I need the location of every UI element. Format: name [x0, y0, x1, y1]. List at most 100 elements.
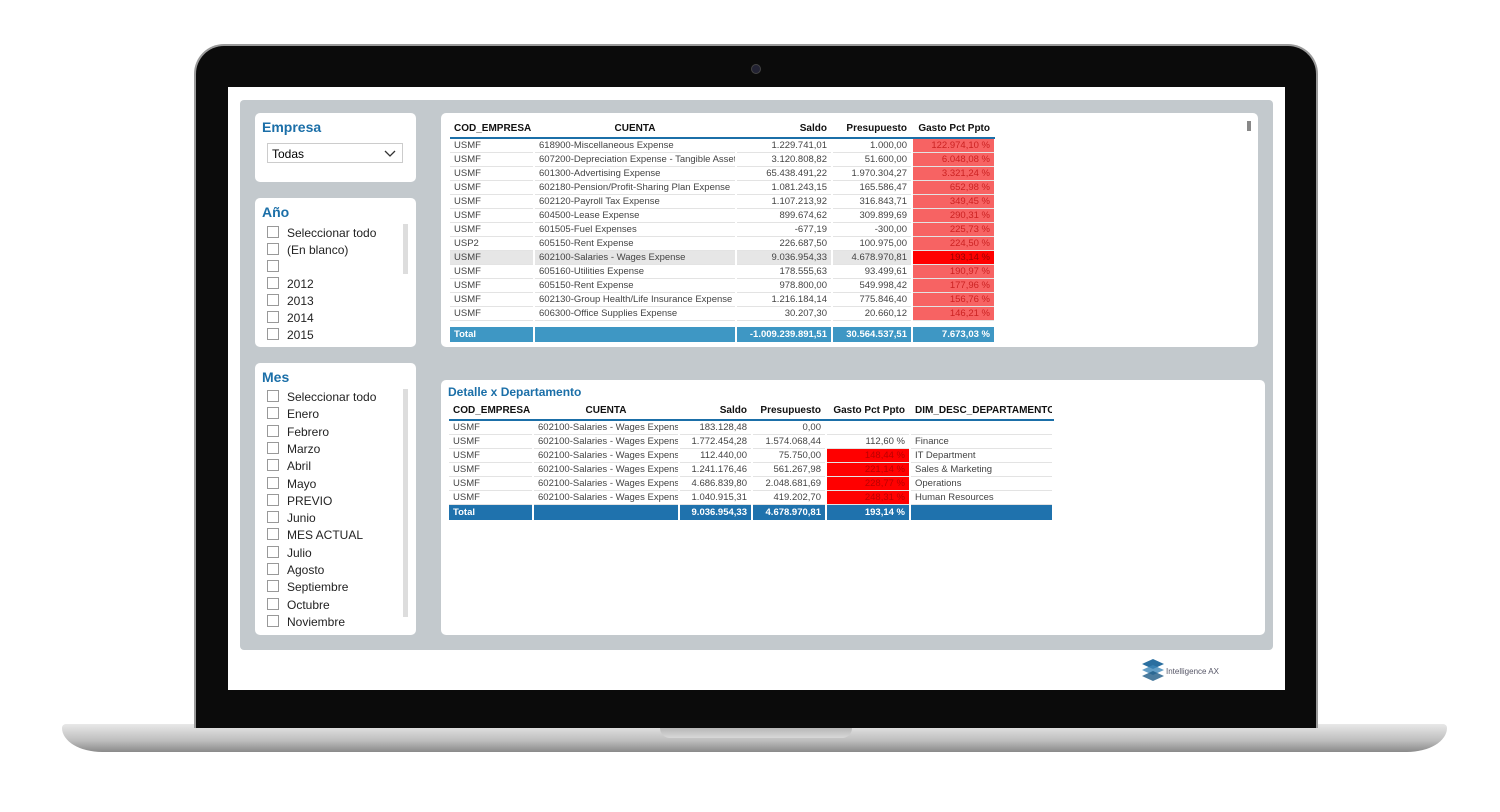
slicer-option[interactable]: Seleccionar todo	[267, 225, 376, 242]
checkbox[interactable]	[267, 277, 279, 289]
checkbox[interactable]	[267, 260, 279, 272]
slicer-option[interactable]: Marzo	[267, 441, 320, 458]
table-row[interactable]: USP2 605150-Rent Expense 226.687,50 100.975…	[450, 236, 995, 251]
column-header[interactable]: DIM_DESC_DEPARTAMENTO	[910, 401, 1054, 421]
checkbox[interactable]	[267, 226, 279, 238]
column-header[interactable]: Presupuesto	[752, 401, 827, 421]
table-cell: USP2	[450, 236, 535, 251]
slicer-option[interactable]: (En blanco)	[267, 242, 348, 259]
slicer-option[interactable]: 2014	[267, 310, 314, 327]
total-cell: 193,14 %	[826, 504, 911, 520]
table-cell: 228,77 %	[826, 476, 911, 491]
column-header[interactable]: Saldo	[679, 401, 753, 421]
checkbox[interactable]	[267, 311, 279, 323]
checkbox[interactable]	[267, 528, 279, 541]
table-cell: 3.120.808,82	[736, 152, 833, 167]
chevron	[384, 150, 396, 157]
total-body: Total -1.009.239.891,51 30.564.537,51 7.673…	[450, 327, 996, 342]
checkbox[interactable]	[267, 563, 279, 575]
column-header[interactable]: Gasto Pct Ppto	[826, 401, 911, 421]
checkbox[interactable]	[267, 424, 279, 437]
table-row[interactable]: USMF 602130-Group Health/Life Insurance E…	[450, 292, 995, 307]
column-header[interactable]: CUENTA	[534, 119, 737, 139]
slicer-option[interactable]: 2013	[267, 293, 314, 310]
slicer-option[interactable]: Noviembre	[267, 614, 345, 631]
scrollbar[interactable]	[403, 224, 408, 274]
slicer-option[interactable]: Enero	[267, 406, 319, 423]
checkbox[interactable]	[267, 545, 279, 558]
slicer-option[interactable]: 2012	[267, 276, 314, 293]
table-row[interactable]: USMF 602100-Salaries - Wages Expense 1.241…	[449, 462, 1054, 477]
table-cell: Sales & Marketing	[910, 462, 1054, 477]
checkbox[interactable]	[267, 407, 279, 420]
slicer-option[interactable]: Septiembre	[267, 579, 348, 596]
table-cell: 20.660,12	[832, 306, 913, 321]
scrollbar[interactable]	[403, 389, 408, 617]
slicer-option[interactable]: MES ACTUAL	[267, 527, 363, 544]
option-label: Seleccionar todo	[287, 226, 377, 240]
checkbox[interactable]	[267, 328, 279, 340]
table-row[interactable]: USMF 605150-Rent Expense 978.800,00 549.998…	[450, 278, 995, 293]
table-row[interactable]: USMF 607200-Depreciation Expense - Tangib…	[450, 152, 995, 167]
table-row[interactable]: USMF 604500-Lease Expense 899.674,62 309.89…	[450, 208, 995, 223]
slicer-option[interactable]: Mayo	[267, 476, 316, 493]
slicer-option[interactable]: Seleccionar todo	[267, 389, 376, 406]
slicer-option[interactable]: PREVIO	[267, 493, 332, 510]
table-row[interactable]: USMF 605160-Utilities Expense 178.555,63 93…	[450, 264, 995, 279]
table-row[interactable]: USMF 602100-Salaries - Wages Expense 112.4…	[449, 448, 1054, 463]
table-row[interactable]: USMF 602100-Salaries - Wages Expense 4.686…	[449, 476, 1054, 491]
scrollbar[interactable]	[1247, 121, 1251, 131]
table-row[interactable]: USMF 602100-Salaries - Wages Expense 183.1…	[449, 420, 1054, 435]
table-cell: USMF	[450, 292, 535, 307]
table-cell: 1.229.741,01	[736, 138, 833, 153]
checkbox[interactable]	[267, 294, 279, 306]
slicer-option[interactable]: Octubre	[267, 597, 330, 614]
table-row[interactable]: USMF 601505-Fuel Expenses -677,19 -300,00 22…	[450, 222, 995, 237]
checkbox[interactable]	[267, 476, 279, 489]
column-header[interactable]: COD_EMPRESA	[450, 119, 535, 139]
checkbox[interactable]	[267, 243, 279, 255]
table-cell: USMF	[450, 152, 535, 167]
table-cell: 112.440,00	[679, 448, 753, 463]
slicer-option[interactable]: Julio	[267, 545, 312, 562]
slicer-option[interactable]: Junio	[267, 510, 316, 527]
column-header[interactable]: Saldo	[736, 119, 833, 139]
table-cell: 775.846,40	[832, 292, 913, 307]
checkbox[interactable]	[267, 493, 279, 506]
total-row: Total 9.036.954,33 4.678.970,81 193,14 %	[449, 504, 1054, 520]
checkbox[interactable]	[267, 511, 279, 524]
table-row[interactable]: USMF 601300-Advertising Expense 65.438.491…	[450, 166, 995, 181]
checkbox[interactable]	[267, 459, 279, 472]
slicer-option[interactable]: Agosto	[267, 562, 324, 579]
checkbox[interactable]	[267, 390, 279, 402]
option-label: Agosto	[287, 563, 325, 577]
dropdown[interactable]: Todas	[267, 143, 403, 163]
table-row[interactable]: USMF 618900-Miscellaneous Expense 1.229.74…	[450, 138, 995, 153]
checkbox[interactable]	[267, 597, 279, 610]
logo: Intelligence AX	[1140, 658, 1219, 686]
checkbox[interactable]	[267, 580, 279, 593]
table-row[interactable]: USMF 602100-Salaries - Wages Expense 1.772…	[449, 434, 1054, 449]
table-cell: 156,76 %	[912, 292, 995, 307]
table-row[interactable]: USMF 602180-Pension/Profit-Sharing Plan E…	[450, 180, 995, 195]
table-cell: 602100-Salaries - Wages Expense	[533, 420, 680, 435]
table-cell: USMF	[450, 194, 535, 209]
column-header[interactable]: Presupuesto	[832, 119, 913, 139]
table-row[interactable]: USMF 606300-Office Supplies Expense 30.207…	[450, 306, 995, 321]
checkbox[interactable]	[267, 614, 279, 627]
table-row[interactable]: USMF 602100-Salaries - Wages Expense 1.040…	[449, 490, 1054, 505]
table-cell: 602120-Payroll Tax Expense	[534, 194, 737, 209]
column-header[interactable]: Gasto Pct Ppto	[912, 119, 995, 139]
slicer-option[interactable]: 2015	[267, 327, 314, 344]
slicer-option[interactable]	[267, 259, 287, 276]
slicer-option[interactable]: Abril	[267, 458, 311, 475]
table-cell: 148,44 %	[826, 448, 911, 463]
table-row[interactable]: USMF 602120-Payroll Tax Expense 1.107.213,…	[450, 194, 995, 209]
table-row[interactable]: USMF 602100-Salaries - Wages Expense 9.036…	[450, 250, 995, 265]
checkbox[interactable]	[267, 441, 279, 454]
header-row: COD_EMPRESA CUENTA Saldo Presupuesto Gasto P…	[450, 119, 995, 139]
slicer-option[interactable]: Febrero	[267, 424, 329, 441]
column-header[interactable]: CUENTA	[533, 401, 680, 421]
column-header[interactable]: COD_EMPRESA	[449, 401, 534, 421]
